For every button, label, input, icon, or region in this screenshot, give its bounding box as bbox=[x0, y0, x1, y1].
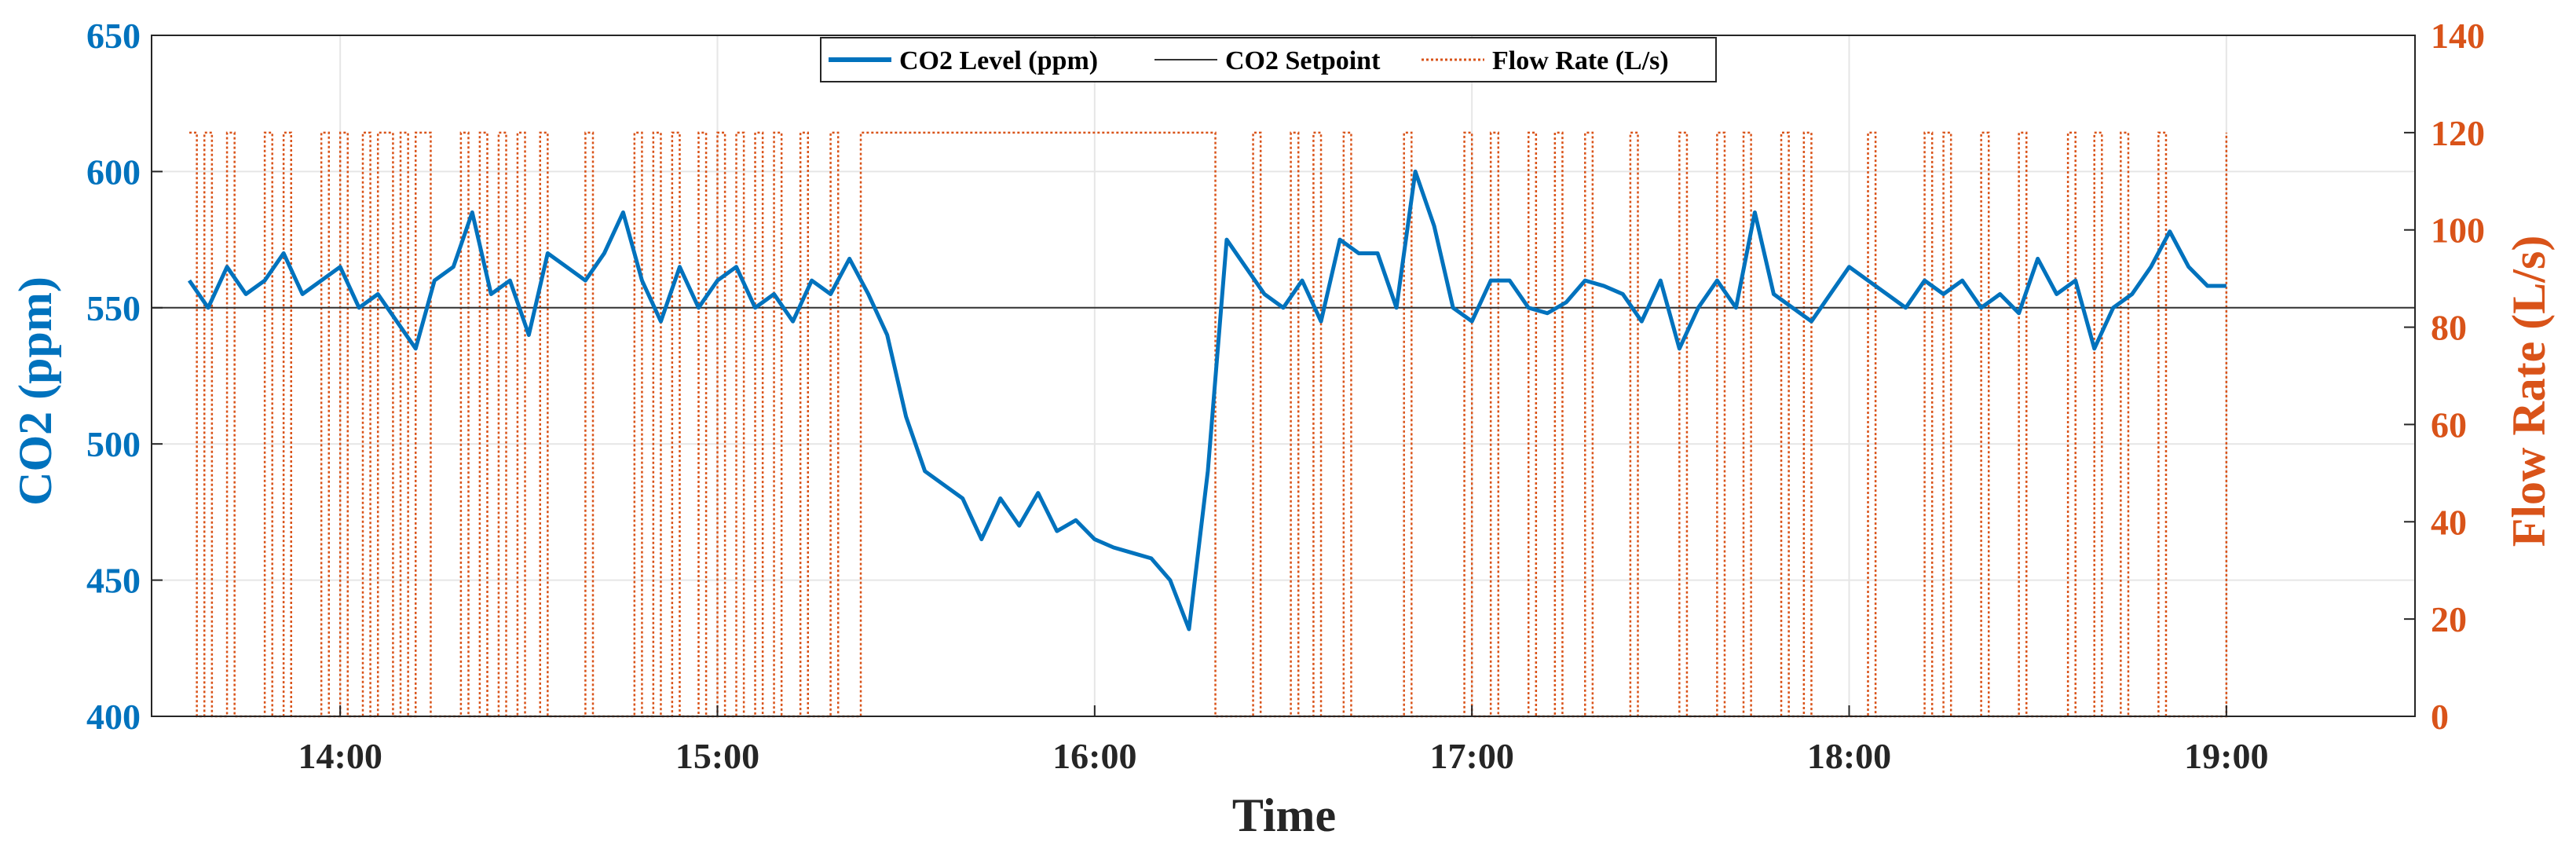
co2-level-series bbox=[187, 169, 2227, 632]
x-tick-label: 17:00 bbox=[1430, 736, 1514, 776]
left-tick-label: 500 bbox=[86, 424, 141, 464]
left-y-ticks: 400 450 500 550 600 650 bbox=[86, 16, 163, 737]
x-tick-label: 15:00 bbox=[675, 736, 759, 776]
left-y-axis-title: CO2 (ppm) bbox=[9, 276, 61, 506]
legend-flow-label: Flow Rate (L/s) bbox=[1492, 46, 1669, 75]
legend-box bbox=[820, 37, 1717, 82]
right-tick-label: 100 bbox=[2431, 211, 2485, 251]
x-tick-label: 19:00 bbox=[2184, 736, 2268, 776]
x-ticks: 14:00 15:00 16:00 17:00 18:00 19:00 bbox=[298, 705, 2268, 776]
x-tick-label: 14:00 bbox=[298, 736, 382, 776]
legend-co2-label: CO2 Level (ppm) bbox=[899, 46, 1098, 75]
co2-level-line bbox=[187, 169, 2227, 632]
right-tick-label: 20 bbox=[2431, 599, 2467, 639]
left-tick-label: 550 bbox=[86, 288, 141, 328]
left-tick-label: 650 bbox=[86, 16, 141, 56]
right-tick-label: 140 bbox=[2431, 16, 2485, 56]
legend: CO2 Level (ppm) CO2 Setpoint Flow Rate (… bbox=[820, 37, 1717, 82]
x-axis-title: Time bbox=[1232, 789, 1336, 841]
legend-setpoint-label: CO2 Setpoint bbox=[1225, 46, 1381, 75]
right-tick-label: 120 bbox=[2431, 113, 2485, 153]
plot-frame bbox=[151, 35, 2416, 717]
right-tick-label: 60 bbox=[2431, 405, 2467, 445]
right-y-axis-title: Flow Rate (L/s) bbox=[2503, 236, 2555, 547]
right-tick-label: 80 bbox=[2431, 308, 2467, 348]
left-tick-label: 450 bbox=[86, 561, 141, 601]
left-tick-label: 600 bbox=[86, 152, 141, 192]
right-y-ticks: 0 20 40 60 80 100 120 140 bbox=[2404, 16, 2485, 737]
right-tick-label: 0 bbox=[2431, 697, 2449, 737]
x-tick-label: 16:00 bbox=[1052, 736, 1136, 776]
left-tick-label: 400 bbox=[86, 697, 141, 737]
right-tick-label: 40 bbox=[2431, 502, 2467, 542]
x-tick-label: 18:00 bbox=[1807, 736, 1891, 776]
